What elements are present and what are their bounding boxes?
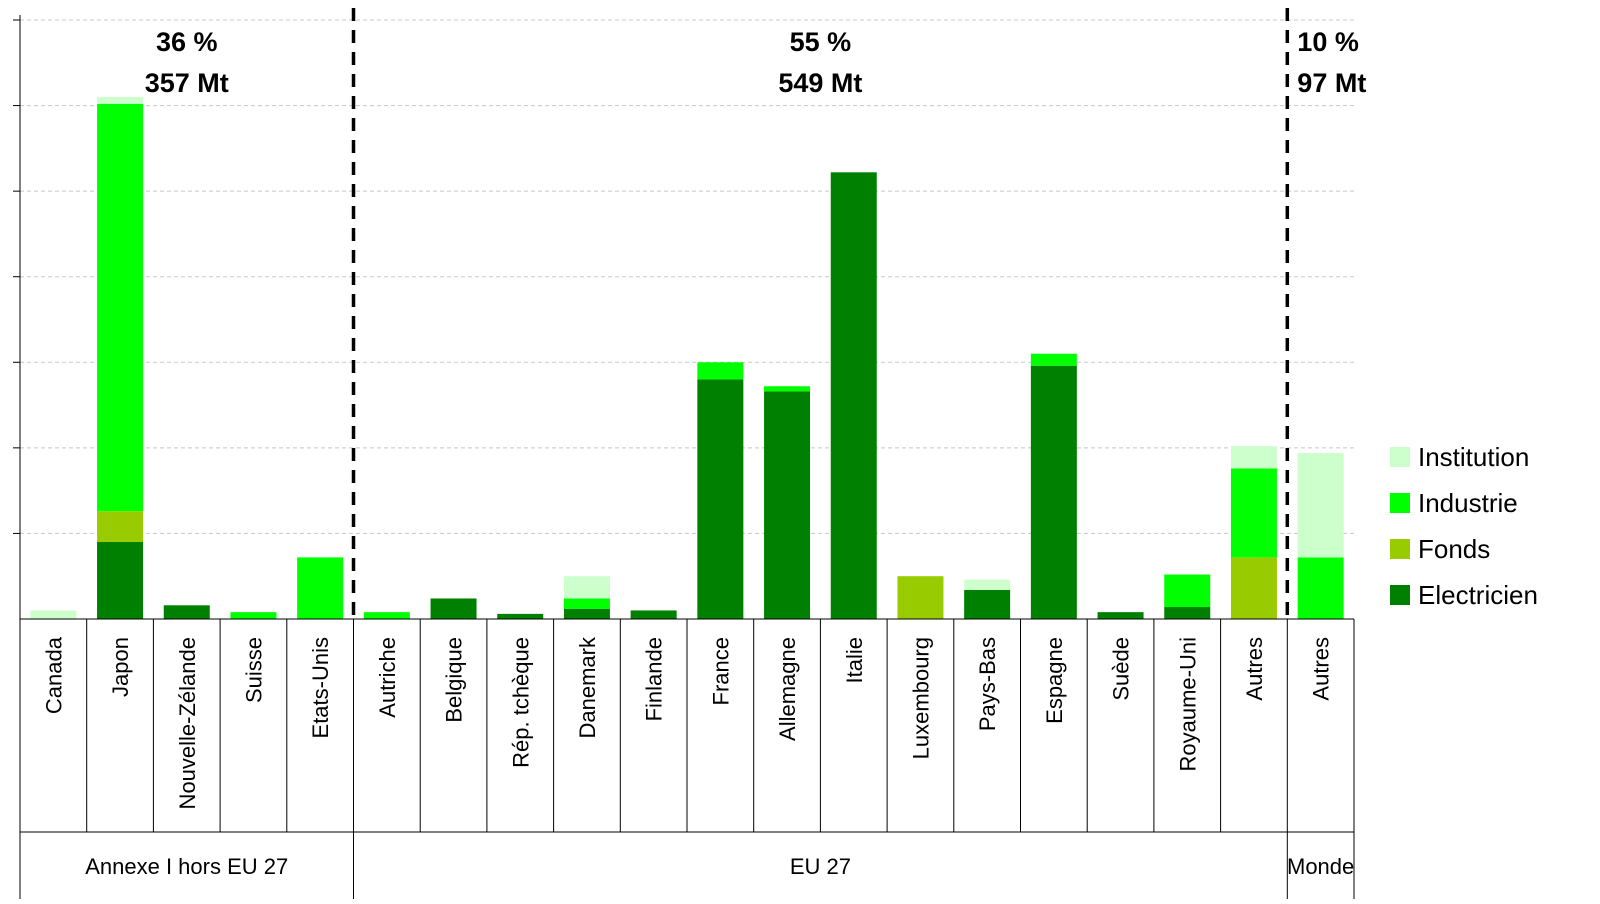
x-tick-label: Rép. tchèque: [508, 637, 533, 768]
bar-segment-electricien: [764, 391, 811, 619]
group-total: 549 Mt: [778, 68, 862, 98]
bar-segment-institution: [964, 579, 1011, 590]
bar-segment-industrie: [97, 103, 144, 512]
group-share-percent: 55 %: [790, 27, 852, 57]
x-tick-label: Luxembourg: [908, 637, 933, 759]
bar-segment-electricien: [163, 605, 210, 619]
x-tick-label: Pays-Bas: [975, 637, 1000, 731]
bar-segment-fonds: [97, 511, 144, 542]
group-label: EU 27: [790, 854, 851, 879]
bar-segment-industrie: [297, 557, 344, 619]
bar-segment-electricien: [1097, 612, 1144, 619]
bar-segment-industrie: [764, 386, 811, 392]
bar-segment-industrie: [1164, 574, 1211, 608]
legend-swatch: [1390, 447, 1410, 467]
bar-segment-electricien: [697, 379, 744, 619]
legend-label: Institution: [1418, 442, 1529, 472]
bar-segment-industrie: [697, 362, 744, 380]
x-tick-label: Nouvelle-Zélande: [175, 637, 200, 809]
bar-segment-institution: [1297, 452, 1344, 558]
bar-segment-institution: [1230, 446, 1277, 469]
bar-segment-industrie: [563, 598, 610, 609]
x-tick-label: Canada: [41, 636, 66, 714]
legend-swatch: [1390, 585, 1410, 605]
bar-segment-industrie: [1297, 557, 1344, 619]
bar-segment-electricien: [430, 598, 477, 619]
bar-segment-electricien: [1164, 607, 1211, 619]
x-tick-label: Royaume-Uni: [1175, 637, 1200, 772]
x-tick-label: Etats-Unis: [308, 637, 333, 738]
group-total: 357 Mt: [145, 68, 229, 98]
x-tick-label: Espagne: [1042, 637, 1067, 724]
bar-segment-electricien: [97, 541, 144, 619]
bar-segment-fonds: [897, 576, 944, 619]
x-tick-label: Autres: [1309, 637, 1334, 701]
x-tick-label: Finlande: [642, 637, 667, 721]
legend-label: Fonds: [1418, 534, 1490, 564]
legend-swatch: [1390, 493, 1410, 513]
bar-segment-electricien: [630, 610, 677, 619]
group-label: Annexe I hors EU 27: [85, 854, 288, 879]
x-tick-label: Suède: [1109, 637, 1134, 701]
bar-segment-institution: [97, 97, 144, 104]
legend-label: Industrie: [1418, 488, 1518, 518]
x-tick-label: Japon: [108, 637, 133, 697]
x-tick-label: Autriche: [375, 637, 400, 718]
x-tick-label: Autres: [1242, 637, 1267, 701]
x-tick-label: Belgique: [442, 637, 467, 723]
bar-segment-electricien: [1030, 365, 1077, 619]
x-tick-label: Allemagne: [775, 637, 800, 741]
group-share-percent: 10 %: [1297, 27, 1359, 57]
x-tick-label: France: [708, 637, 733, 705]
bar-segment-electricien: [563, 608, 610, 619]
bar-segment-fonds: [1230, 557, 1277, 619]
x-tick-label: Italie: [842, 637, 867, 683]
bar-segment-electricien: [964, 589, 1011, 619]
group-share-percent: 36 %: [156, 27, 218, 57]
bar-segment-industrie: [1030, 353, 1077, 366]
x-tick-label: Suisse: [241, 637, 266, 703]
group-total: 97 Mt: [1297, 68, 1366, 98]
bar-segment-institution: [30, 610, 77, 619]
group-label: Monde: [1287, 854, 1354, 879]
bar-segment-institution: [563, 576, 610, 599]
legend-swatch: [1390, 539, 1410, 559]
bar-segment-industrie: [1230, 468, 1277, 558]
bar-segment-electricien: [497, 613, 544, 619]
x-tick-label: Danemark: [575, 636, 600, 738]
bar-segment-industrie: [363, 612, 410, 619]
bar-segment-electricien: [830, 172, 877, 619]
legend-label: Electricien: [1418, 580, 1538, 610]
bar-segment-industrie: [230, 612, 277, 619]
